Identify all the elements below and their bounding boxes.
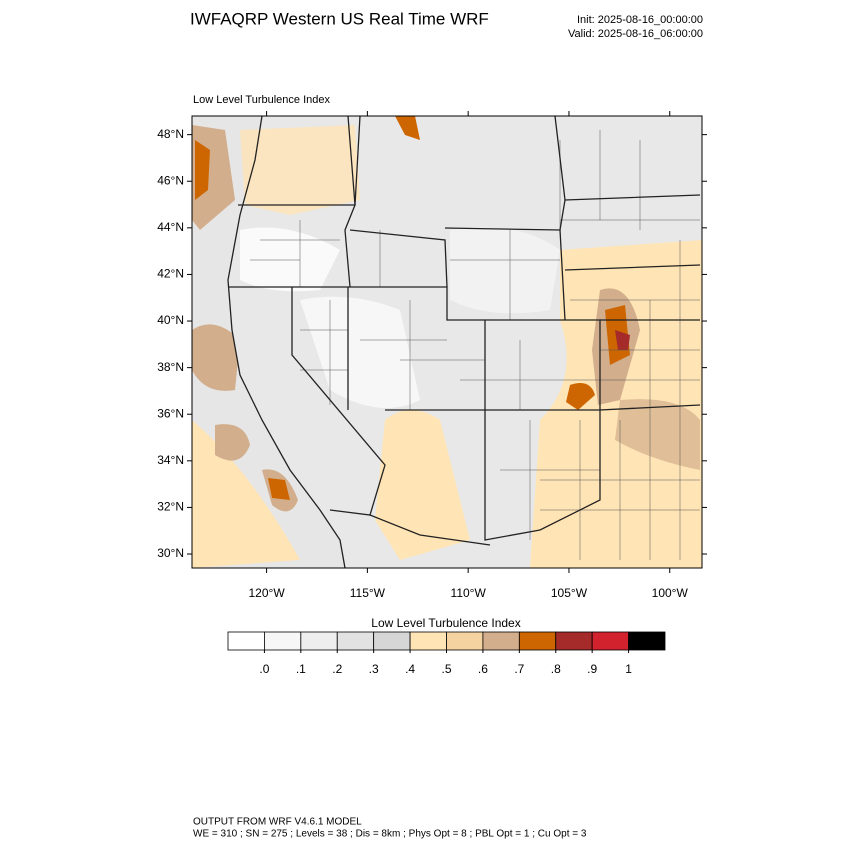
colorbar-label: .8	[551, 662, 561, 676]
y-tick-label: 34°N	[157, 453, 184, 467]
colorbar-box	[628, 631, 666, 651]
map-frame	[191, 115, 703, 569]
x-tick-label: 115°W	[350, 586, 386, 600]
colorbar-box	[264, 631, 302, 651]
valid-time: Valid: 2025-08-16_06:00:00	[568, 28, 703, 40]
colorbar-box	[591, 631, 629, 651]
y-tick-label: 40°N	[157, 313, 184, 327]
colorbar-box	[227, 631, 265, 651]
colorbar-box	[518, 631, 557, 651]
map-subtitle: Low Level Turbulence Index	[193, 94, 330, 106]
footer-line: WE = 310 ; SN = 275 ; Levels = 38 ; Dis …	[193, 829, 587, 840]
y-tick-label: 42°N	[157, 267, 184, 281]
y-tick-label: 46°N	[157, 173, 184, 187]
colorbar-box	[336, 631, 375, 651]
colorbar-label: .3	[369, 662, 379, 676]
colorbar-label: .4	[405, 662, 415, 676]
colorbar-label: .0	[259, 662, 269, 676]
y-tick-label: 38°N	[157, 360, 184, 374]
colorbar-box	[555, 631, 593, 651]
colorbar-label: .6	[478, 662, 488, 676]
y-tick-label: 48°N	[157, 127, 184, 141]
y-tick-label: 36°N	[157, 406, 184, 420]
colorbar-title: Low Level Turbulence Index	[371, 616, 520, 630]
colorbar-box	[373, 631, 411, 651]
y-tick-label: 44°N	[157, 220, 184, 234]
x-tick-label: 100°W	[652, 586, 689, 600]
colorbar-label: .7	[514, 662, 524, 676]
colorbar-box	[446, 631, 484, 651]
y-tick-label: 32°N	[157, 500, 184, 514]
colorbar-label: .2	[332, 662, 342, 676]
colorbar-box	[409, 631, 447, 651]
title: IWFAQRP Western US Real Time WRF	[190, 9, 489, 28]
init-time: Init: 2025-08-16_00:00:00	[577, 14, 703, 26]
colorbar-label: 1	[625, 662, 632, 676]
colorbar-box	[482, 631, 520, 651]
colorbar-box	[300, 631, 338, 651]
colorbar-label: .1	[296, 662, 306, 676]
x-tick-label: 105°W	[551, 586, 588, 600]
x-tick-label: 120°W	[249, 586, 286, 600]
footer-line: OUTPUT FROM WRF V4.6.1 MODEL	[193, 817, 362, 828]
colorbar-label: .9	[587, 662, 597, 676]
y-tick-label: 30°N	[157, 546, 184, 560]
x-tick-label: 110°W	[451, 586, 487, 600]
colorbar-label: .5	[441, 662, 451, 676]
map	[192, 116, 702, 568]
